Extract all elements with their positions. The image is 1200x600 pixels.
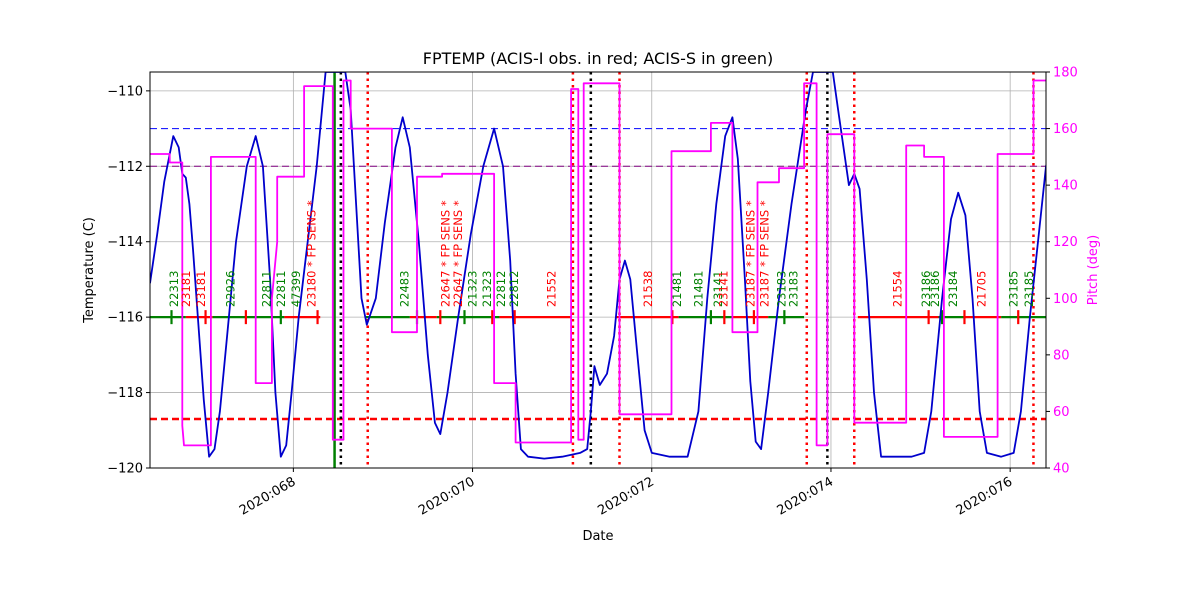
obsid-label: 23186	[928, 271, 942, 308]
y2-tick-label: 120	[1053, 235, 1078, 250]
y2-tick-label: 100	[1053, 292, 1078, 307]
obsid-label: 22811	[260, 271, 274, 308]
pitch-series-line	[150, 79, 1046, 447]
y2-tick-label: 80	[1053, 348, 1070, 363]
obsid-label: 21323	[480, 271, 494, 308]
obsid-label: 23183	[775, 271, 789, 308]
y-tick-label: −118	[107, 386, 143, 401]
obsid-label: 23141	[711, 271, 725, 308]
chart-title: FPTEMP (ACIS-I obs. in red; ACIS-S in gr…	[423, 49, 773, 68]
obsid-label: 22926	[224, 271, 238, 308]
y2-axis-label: Pitch (deg)	[1086, 235, 1101, 305]
obsid-label: 21554	[890, 271, 904, 308]
obsid-label: 22812	[494, 271, 508, 308]
obsid-label: 22647 * FP SENS *	[451, 200, 465, 307]
y2-tick-label: 40	[1053, 462, 1070, 477]
obsid-label: 47399	[289, 271, 303, 308]
obsid-label: 21538	[641, 271, 655, 308]
y-tick-label: −116	[107, 311, 143, 326]
obsid-label: 21705	[975, 271, 989, 308]
y-tick-label: −110	[107, 84, 143, 99]
obsid-label: 22483	[398, 271, 412, 308]
obsid-label: 21323	[466, 271, 480, 308]
plot-frame	[149, 71, 1047, 469]
obsid-label: 23183	[786, 271, 800, 308]
obsid-label: 21552	[544, 271, 558, 308]
obsid-label: 22811	[274, 271, 288, 308]
obsid-label: 23141	[716, 271, 730, 308]
x-axis-label: Date	[582, 529, 613, 544]
obsid-label: 22313	[167, 271, 181, 308]
obsid-label: 23185	[1007, 271, 1021, 308]
obsid-label: 22647 * FP SENS *	[439, 200, 453, 307]
obsid-label: 23187 * FP SENS *	[743, 200, 757, 307]
temperature-series-line	[150, 72, 1046, 460]
y2-tick-label: 60	[1053, 405, 1070, 420]
y-axis-label: Temperature (C)	[82, 217, 97, 324]
obsid-label: 23181	[194, 271, 208, 308]
obsid-label: 23187 * FP SENS *	[758, 200, 772, 307]
y2-tick-label: 140	[1053, 179, 1078, 194]
obsid-label: 21481	[691, 271, 705, 308]
y-tick-label: −120	[107, 462, 143, 477]
y-tick-label: −114	[107, 235, 143, 250]
obsid-label: 23181	[179, 271, 193, 308]
y2-tick-label: 160	[1053, 122, 1078, 137]
obsid-label: 22812	[507, 271, 521, 308]
y2-tick-label: 180	[1053, 66, 1078, 81]
y-tick-label: −112	[107, 160, 143, 175]
plot-area	[150, 72, 1046, 468]
obsid-label: 23186	[919, 271, 933, 308]
obsid-label: 21481	[670, 271, 684, 308]
data-layer	[150, 72, 1046, 468]
obsid-label: 23185	[1022, 271, 1036, 308]
obsid-label: 23180 * FP SENS *	[304, 200, 318, 307]
obsid-label: 23184	[946, 271, 960, 308]
